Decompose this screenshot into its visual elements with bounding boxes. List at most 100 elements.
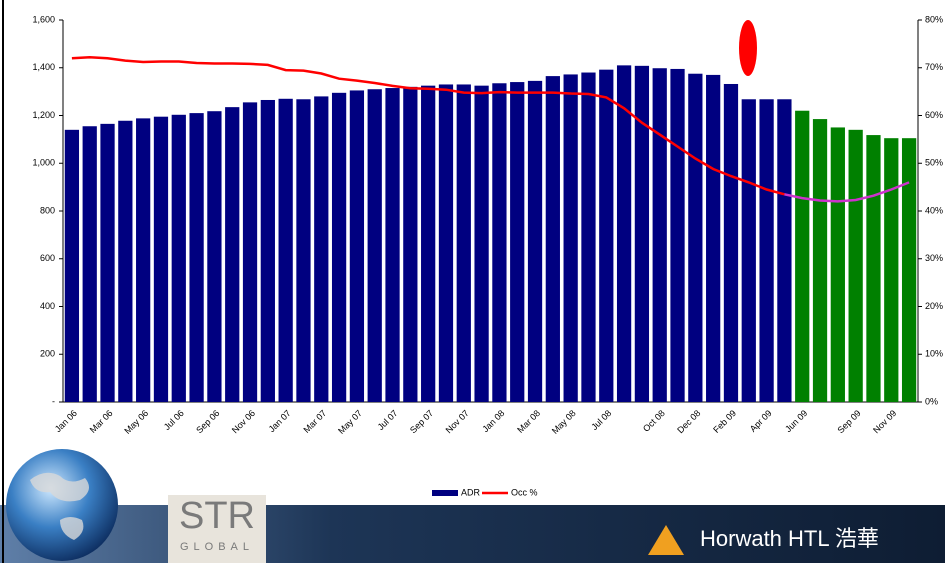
bar <box>563 74 578 402</box>
bar <box>136 118 151 403</box>
logo-mark <box>648 525 684 555</box>
bar <box>242 102 258 403</box>
x-tick-label: Mar 07 <box>301 408 328 435</box>
bar <box>510 82 525 402</box>
y2-tick-label: 70% <box>925 62 943 72</box>
bar <box>331 92 347 402</box>
bar <box>207 111 222 402</box>
bar <box>777 99 792 402</box>
x-tick-label: Feb 09 <box>711 408 738 435</box>
bar <box>171 114 186 402</box>
y-tick-label: - <box>52 396 55 406</box>
x-tick-label: Mar 06 <box>88 408 115 435</box>
legend-label: ADR <box>461 487 481 497</box>
x-tick-label: Nov 07 <box>444 408 471 435</box>
bar <box>581 72 596 403</box>
x-tick-label: Dec 08 <box>675 408 702 435</box>
logo-box <box>168 495 266 563</box>
bar <box>296 99 311 402</box>
bar <box>848 129 863 402</box>
bar <box>403 86 418 402</box>
x-tick-label: May 07 <box>336 408 364 436</box>
bar <box>741 99 756 402</box>
bar <box>884 138 899 402</box>
y-tick-label: 1,600 <box>32 14 55 24</box>
bar <box>670 68 685 402</box>
y-tick-label: 400 <box>40 301 55 311</box>
y2-tick-label: 0% <box>925 396 938 406</box>
bar <box>314 96 329 403</box>
bar <box>456 84 471 403</box>
x-tick-label: Nov 09 <box>871 408 898 435</box>
y2-tick-label: 60% <box>925 110 943 120</box>
x-tick-label: Sep 07 <box>408 408 435 435</box>
bar <box>812 119 828 403</box>
bar <box>64 129 80 402</box>
bar <box>367 89 382 403</box>
bar <box>616 65 632 403</box>
bar <box>349 90 365 403</box>
x-tick-label: Jan 07 <box>267 408 293 434</box>
bar <box>830 127 845 402</box>
x-tick-label: Mar 08 <box>515 408 542 435</box>
bar <box>438 84 454 403</box>
x-tick-label: May 06 <box>122 408 150 436</box>
x-tick-label: Sep 09 <box>836 408 863 435</box>
bar <box>189 113 204 403</box>
bar <box>421 85 436 402</box>
globe-land <box>30 472 89 540</box>
x-tick-label: Jul 08 <box>589 408 613 432</box>
bar <box>652 68 667 402</box>
x-tick-label: Jul 06 <box>162 408 186 432</box>
y-tick-label: 800 <box>40 205 55 215</box>
bar <box>527 80 543 402</box>
bar <box>225 107 240 403</box>
logo-horwath: Horwath HTL 浩華 <box>700 526 879 551</box>
y2-tick-label: 30% <box>925 253 943 263</box>
bar <box>795 110 810 402</box>
occ-line <box>71 55 785 196</box>
x-tick-label: Apr 09 <box>748 408 774 434</box>
y-tick-label: 1,000 <box>32 158 55 168</box>
bar <box>634 65 650 402</box>
bar <box>260 99 275 402</box>
bar <box>474 85 489 402</box>
bar <box>901 138 917 402</box>
highlight <box>739 20 757 76</box>
bar <box>118 120 133 402</box>
bar <box>759 99 774 402</box>
y-tick-label: 200 <box>40 349 55 359</box>
occ-line <box>784 181 910 203</box>
footer-banner <box>0 505 945 563</box>
bar <box>599 69 614 402</box>
x-tick-label: Oct 08 <box>641 408 667 434</box>
x-tick-label: Sep 06 <box>194 408 221 435</box>
x-tick-label: Nov 06 <box>230 408 257 435</box>
x-tick-label: May 08 <box>550 408 578 436</box>
y-tick-label: 600 <box>40 253 55 263</box>
logo-str-sub: GLOBAL <box>180 541 254 553</box>
bar <box>866 135 881 402</box>
globe <box>6 449 118 561</box>
bar <box>278 98 293 402</box>
bar <box>82 126 97 403</box>
y-tick-label: 1,200 <box>32 110 55 120</box>
bar <box>100 123 115 402</box>
y2-tick-label: 50% <box>925 158 943 168</box>
logo-str: STR <box>179 495 255 537</box>
bar <box>385 88 400 402</box>
bar <box>688 73 703 402</box>
y2-tick-label: 20% <box>925 301 943 311</box>
bar <box>706 74 721 402</box>
legend-swatch <box>432 490 458 496</box>
legend-label: Occ % <box>511 487 538 497</box>
y2-tick-label: 40% <box>925 205 943 215</box>
x-tick-label: Jul 07 <box>376 408 400 432</box>
bar <box>153 116 169 402</box>
y2-tick-label: 10% <box>925 349 943 359</box>
y-tick-label: 1,400 <box>32 62 55 72</box>
x-tick-label: Jan 08 <box>480 408 506 434</box>
bar <box>723 83 739 403</box>
x-tick-label: Jun 09 <box>783 408 809 434</box>
